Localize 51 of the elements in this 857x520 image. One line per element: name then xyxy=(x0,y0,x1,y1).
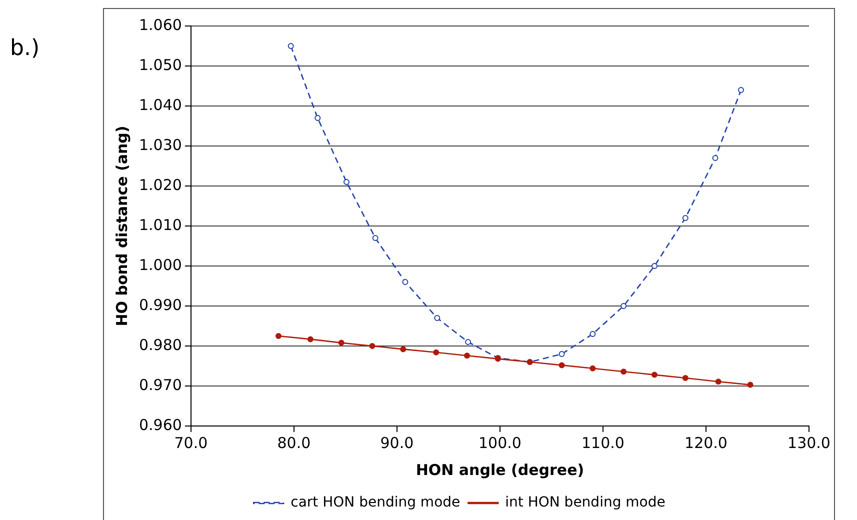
point xyxy=(590,331,596,337)
point xyxy=(464,352,470,359)
x-tick-label: 90.0 xyxy=(380,434,414,452)
legend-label: int HON bending mode xyxy=(505,494,666,511)
y-tick-label: 1.020 xyxy=(138,176,182,194)
point xyxy=(434,315,440,321)
point xyxy=(314,115,321,121)
x-axis-title: HON angle (degree) xyxy=(416,460,584,479)
point xyxy=(747,382,754,388)
point xyxy=(738,87,744,93)
point xyxy=(307,336,314,342)
y-tick-label: 1.000 xyxy=(138,256,182,274)
x-tick-label: 70.0 xyxy=(174,434,208,452)
point xyxy=(712,155,718,161)
y-tick-label: 0.980 xyxy=(138,336,182,354)
point xyxy=(651,372,658,378)
y-tick-label: 1.030 xyxy=(138,136,182,154)
point xyxy=(343,179,350,185)
y-tick-label: 0.970 xyxy=(138,376,182,394)
point xyxy=(558,351,565,357)
legend-label: cart HON bending mode xyxy=(290,494,460,511)
y-tick-label: 1.040 xyxy=(138,96,182,114)
point xyxy=(465,339,472,345)
y-axis-title: HO bond distance (ang) xyxy=(112,126,131,326)
point xyxy=(620,303,627,309)
x-tick-label: 80.0 xyxy=(277,434,311,452)
point xyxy=(715,378,722,385)
point xyxy=(682,375,688,381)
point xyxy=(276,333,282,339)
y-tick-label: 1.010 xyxy=(138,216,182,234)
point xyxy=(369,343,376,349)
y-tick-label: 0.990 xyxy=(138,296,182,314)
point xyxy=(682,215,688,221)
y-tick-label: 0.960 xyxy=(138,416,182,434)
point xyxy=(338,340,344,346)
point xyxy=(433,349,440,356)
point xyxy=(402,279,408,285)
point xyxy=(620,368,627,375)
x-tick-label: 110.0 xyxy=(582,434,624,452)
point xyxy=(288,43,294,49)
point xyxy=(590,365,596,372)
x-tick-label: 100.0 xyxy=(478,434,522,452)
point xyxy=(372,235,378,241)
x-tick-label: 130.0 xyxy=(788,434,830,452)
x-tick-label: 120.0 xyxy=(684,434,728,452)
text: b.) xyxy=(10,36,40,61)
point xyxy=(651,263,658,269)
y-tick-label: 1.050 xyxy=(138,56,182,74)
point xyxy=(558,362,565,368)
y-tick-label: 1.060 xyxy=(138,16,182,34)
point xyxy=(400,346,406,352)
